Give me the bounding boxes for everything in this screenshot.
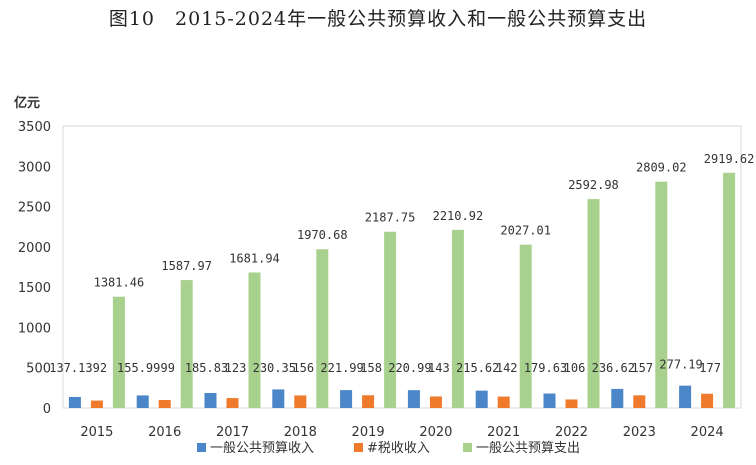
x-tick-label: 2020 (419, 425, 452, 440)
bar-series-0-2015 (68, 396, 81, 408)
y-tick-label: 500 (26, 362, 51, 377)
data-label: 2592.98 (568, 178, 619, 192)
x-tick-label: 2024 (691, 425, 724, 440)
data-label: 1587.97 (161, 259, 212, 273)
bar-series-2-2020 (451, 229, 464, 408)
bar-series-0-2023 (611, 388, 624, 408)
data-label: 2027.01 (500, 224, 551, 238)
y-tick-label: 3500 (18, 120, 51, 135)
y-tick-label: 2000 (18, 241, 51, 256)
bar-series-1-2019 (362, 395, 375, 408)
data-label: 137.13 (49, 361, 92, 375)
y-tick-label: 1000 (18, 321, 51, 336)
x-tick-label: 2018 (284, 425, 317, 440)
plot-frame (62, 125, 742, 409)
legend-label-2: 一般公共预算支出 (476, 440, 580, 456)
data-label: 220.99 (388, 361, 431, 375)
legend-swatch-2 (463, 443, 472, 452)
x-tick-label: 2019 (352, 425, 385, 440)
data-label: 106 (564, 361, 586, 375)
y-tick-label: 2500 (18, 201, 51, 216)
data-label: 230.35 (253, 361, 296, 375)
bar-series-1-2020 (429, 396, 442, 408)
data-label: 2210.92 (433, 209, 484, 223)
legend: 一般公共预算收入 #税收收入 一般公共预算支出 (197, 440, 580, 456)
x-tick-label: 2021 (487, 425, 520, 440)
bar-series-0-2018 (272, 389, 285, 408)
bar-series-1-2021 (497, 396, 510, 408)
bar-series-2-2021 (519, 244, 532, 408)
data-label: 142 (496, 361, 518, 375)
bar-series-2-2024 (723, 172, 736, 408)
data-label: 185.83 (185, 361, 228, 375)
bar-series-2-2022 (587, 199, 600, 408)
bar-series-0-2020 (407, 390, 420, 408)
data-label: 99 (160, 361, 174, 375)
data-label: 2809.02 (636, 161, 687, 175)
x-tick-label: 2017 (216, 425, 249, 440)
legend-swatch-0 (197, 443, 206, 452)
data-label: 2919.62 (704, 152, 755, 166)
data-label: 236.62 (592, 361, 635, 375)
data-labels: 137.13 155.99 185.83 230.35 221.99 220.99 215.… (49, 152, 754, 375)
legend-label-1: #税收收入 (367, 441, 430, 456)
data-label: 177 (699, 361, 721, 375)
data-label: 277.19 (659, 358, 702, 372)
bar-series-1-2015 (90, 400, 103, 408)
data-label: 158 (360, 361, 382, 375)
bar-series-1-2023 (633, 395, 646, 408)
legend-label-0: 一般公共预算收入 (210, 440, 314, 456)
bar-series-2-2023 (655, 181, 668, 408)
y-tick-label: 1500 (18, 281, 51, 296)
data-label: 1381.46 (94, 276, 145, 290)
bar-series-2-2018 (316, 249, 329, 408)
x-axis-ticks: 2015 2016 2017 2018 2019 2020 2021 2022 2023 2024 (80, 425, 723, 440)
bar-series-1-2024 (701, 393, 714, 408)
x-tick-label: 2015 (80, 425, 113, 440)
bar-series-1-2022 (565, 399, 578, 408)
bar-series-2-2015 (112, 296, 125, 408)
data-label: 2187.75 (365, 211, 416, 225)
legend-swatch-1 (354, 443, 363, 452)
y-tick-label: 3000 (18, 160, 51, 175)
data-label: 221.99 (320, 361, 363, 375)
data-label: 179.63 (524, 361, 567, 375)
bar-series-2-2019 (384, 231, 397, 408)
plot-area (62, 125, 742, 409)
bar-series-1-2016 (158, 400, 171, 408)
bar-series-1-2018 (294, 395, 307, 408)
bar-series-2-2017 (248, 272, 261, 408)
bar-series-0-2017 (204, 393, 217, 408)
y-tick-label: 0 (43, 402, 51, 417)
data-label: 1681.94 (229, 251, 280, 265)
bar-series-1-2017 (226, 398, 239, 408)
chart-title: 图10 2015-2024年一般公共预算收入和一般公共预算支出 (108, 8, 648, 30)
bar-series-2-2016 (180, 280, 193, 408)
bar-series-0-2022 (543, 393, 556, 408)
bars (68, 172, 736, 408)
bar-series-0-2024 (679, 385, 692, 408)
data-label: 157 (631, 361, 653, 375)
data-label: 156 (292, 361, 314, 375)
y-axis-unit-label: 亿元 (14, 96, 41, 111)
x-tick-label: 2023 (623, 425, 656, 440)
data-label: 215.62 (456, 361, 499, 375)
data-label: 123 (225, 361, 247, 375)
data-label: 92 (93, 361, 107, 375)
x-tick-label: 2016 (148, 425, 181, 440)
y-axis-ticks: 0 500 1000 1500 2000 2500 3000 3500 (18, 120, 51, 417)
x-tick-label: 2022 (555, 425, 588, 440)
data-label: 155.99 (117, 361, 160, 375)
data-label: 143 (428, 361, 450, 375)
bar-series-0-2021 (475, 390, 488, 408)
data-label: 1970.68 (297, 228, 348, 242)
bar-series-0-2016 (136, 395, 149, 408)
bar-series-0-2019 (340, 390, 353, 408)
